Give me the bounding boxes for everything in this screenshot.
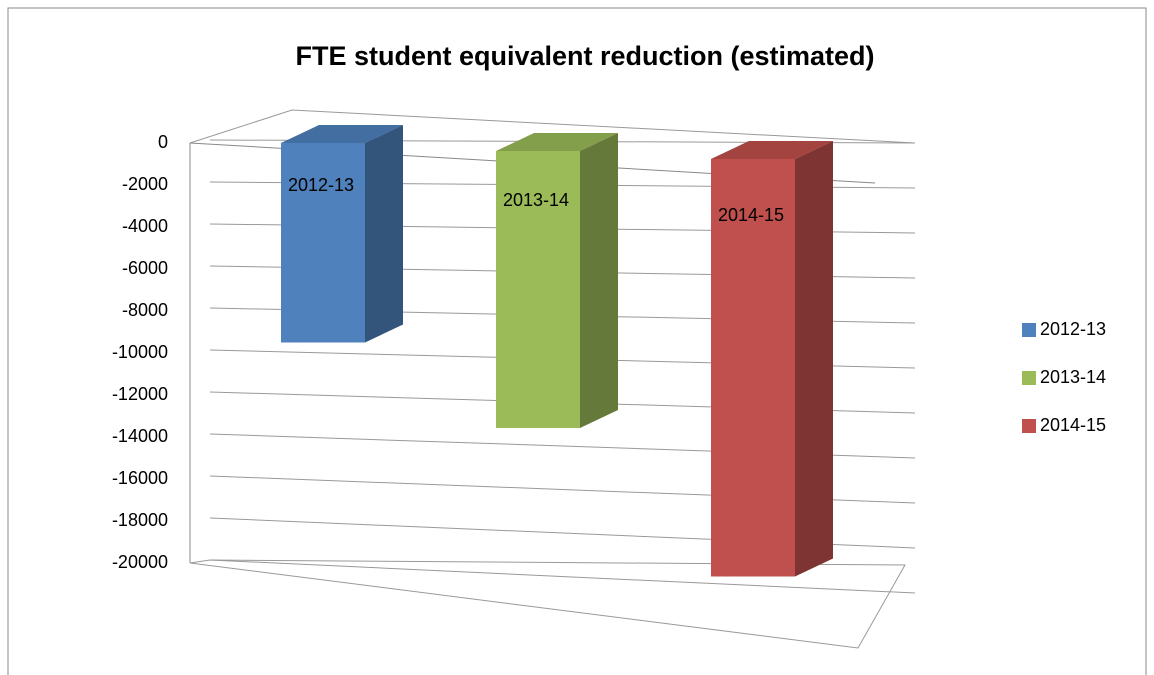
bar-side <box>365 125 403 343</box>
y-tick-label: -4000 <box>122 216 168 236</box>
legend-label: 2012-13 <box>1040 319 1106 339</box>
floor <box>189 559 906 649</box>
bar-top <box>711 141 833 159</box>
legend-swatch <box>1022 323 1036 337</box>
x-tick-label: 2013-14 <box>503 190 569 210</box>
legend-label: 2013-14 <box>1040 367 1106 387</box>
y-tick-label: 0 <box>158 132 168 152</box>
bar-top <box>281 125 403 143</box>
bar-side <box>795 141 833 577</box>
bar <box>496 151 580 428</box>
bar-side <box>580 133 618 428</box>
bar <box>711 159 795 577</box>
y-tick-label: -20000 <box>112 552 168 572</box>
chart-title: FTE student equivalent reduction (estima… <box>295 41 874 71</box>
grid-line <box>209 559 916 594</box>
y-tick-label: -10000 <box>112 342 168 362</box>
bar <box>281 143 365 343</box>
y-tick-label: -8000 <box>122 300 168 320</box>
y-tick-label: -12000 <box>112 384 168 404</box>
legend-label: 2014-15 <box>1040 415 1106 435</box>
x-tick-label: 2012-13 <box>288 175 354 195</box>
y-tick-label: -14000 <box>112 426 168 446</box>
y-tick-label: -18000 <box>112 510 168 530</box>
legend-swatch <box>1022 419 1036 433</box>
bar-top <box>496 133 618 151</box>
back-edge <box>189 109 916 144</box>
x-tick-label: 2014-15 <box>718 205 784 225</box>
y-tick-label: -2000 <box>122 174 168 194</box>
y-tick-label: -6000 <box>122 258 168 278</box>
y-tick-label: -16000 <box>112 468 168 488</box>
legend-swatch <box>1022 371 1036 385</box>
